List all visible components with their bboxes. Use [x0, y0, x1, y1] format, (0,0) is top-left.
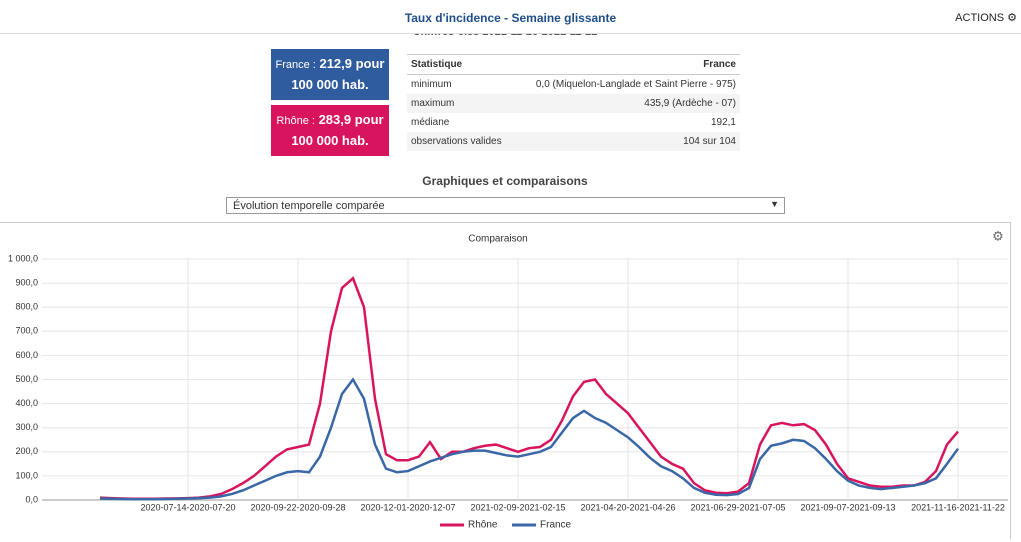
y-tick-label: 400,0 — [15, 398, 38, 408]
x-tick-label: 2020-09-22-2020-09-28 — [250, 502, 345, 512]
y-tick-label: 500,0 — [15, 374, 38, 384]
table-cell: minimum — [411, 79, 452, 90]
x-tick-label: 2020-12-01-2020-12-07 — [360, 502, 455, 512]
header: Taux d'incidence - Semaine glissante ACT… — [0, 0, 1021, 34]
table-cell: 104 sur 104 — [514, 132, 740, 151]
kpi-value: 212,9 pour 100 000 hab. — [291, 56, 385, 92]
table-row: minimum 0,0 (Miquelon-Langlade et Saint P… — [407, 75, 740, 95]
table-header-row: Statistique France — [407, 54, 740, 75]
legend-label: France — [540, 520, 572, 531]
chart-select[interactable]: Évolution temporelle comparée ▼ — [226, 197, 785, 214]
stats-table: Statistique France minimum 0,0 (Miquelon-La… — [407, 54, 740, 151]
series-line — [99, 377, 960, 501]
chart-panel: Comparaison ⚙ 0,0 100,0 200,0 300,0 400,0 500… — [0, 222, 1011, 539]
chart-settings[interactable]: ⚙ — [992, 228, 1004, 243]
table-cell: observations valides — [407, 132, 515, 151]
y-tick-label: 800,0 — [15, 302, 38, 312]
x-tick-label: 2021-09-07-2021-09-13 — [800, 502, 895, 512]
series-line — [99, 276, 959, 501]
kpi-label: France : — [275, 59, 316, 71]
kpi-box: Rhône : 283,9 pour 100 000 hab. — [271, 105, 389, 156]
y-tick-label: 0,0 — [25, 494, 38, 504]
legend-label: Rhône — [468, 520, 498, 531]
kpi-box: France : 212,9 pour 100 000 hab. — [271, 49, 389, 100]
y-tick-label: 200,0 — [15, 446, 38, 456]
table-cell: maximum — [407, 94, 515, 113]
table-row: observations valides 104 sur 104 — [407, 132, 740, 151]
table-cell: 0,0 (Miquelon-Langlade et Saint Pierre -… — [535, 79, 736, 90]
chart-title: Comparaison — [468, 234, 527, 245]
table-header: France — [514, 54, 740, 75]
actions-menu[interactable]: ACTIONS ⚙ — [955, 12, 1017, 24]
table-row: maximum 435,9 (Ardèche - 07) — [407, 94, 740, 113]
x-tick-label: 2021-02-09-2021-02-15 — [470, 502, 565, 512]
select-value[interactable]: Évolution temporelle comparée — [233, 200, 385, 212]
actions-label[interactable]: ACTIONS — [955, 12, 1005, 24]
table-row: médiane 192,1 — [407, 113, 740, 132]
y-tick-label: 300,0 — [15, 422, 38, 432]
y-tick-label: 600,0 — [15, 350, 38, 360]
x-tick-label: 2021-06-29-2021-07-05 — [690, 502, 785, 512]
table-header: Statistique — [407, 54, 515, 75]
y-tick-label: 1 000,0 — [8, 253, 38, 263]
y-tick-label: 900,0 — [15, 277, 38, 287]
x-tick-label: 2021-11-16-2021-11-22 — [911, 502, 1005, 512]
kpi-label: Rhône : — [276, 115, 315, 127]
y-tick-label: 100,0 — [15, 470, 38, 480]
table-cell: 192,1 — [710, 117, 736, 128]
y-tick-label: 700,0 — [15, 326, 38, 336]
kpi-value: 283,9 pour 100 000 hab. — [291, 112, 384, 148]
header-title: Taux d'incidence - Semaine glissante — [404, 11, 617, 25]
x-tick-label: 2020-07-14-2020-07-20 — [140, 502, 235, 512]
table-cell: 435,9 (Ardèche - 07) — [514, 94, 740, 113]
x-tick-label: 2021-04-20-2021-04-26 — [580, 502, 675, 512]
table-cell: médiane — [411, 117, 450, 128]
section-title: Graphiques et comparaisons — [422, 174, 588, 188]
chart: Comparaison ⚙ 0,0 100,0 200,0 300,0 400,0 500… — [8, 228, 1008, 531]
